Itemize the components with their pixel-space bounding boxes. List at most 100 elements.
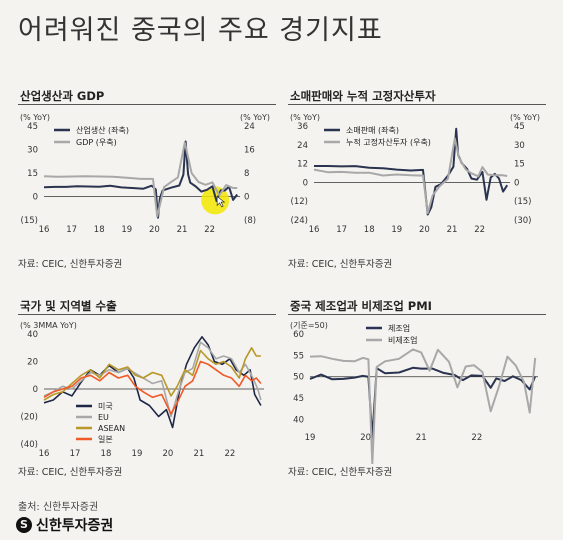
legend-label: 소매판매 (좌축): [346, 126, 399, 135]
y-tick-left: (12): [291, 197, 308, 207]
x-tick: 17: [336, 225, 347, 235]
legend-label: 산업생산 (좌축): [76, 125, 129, 135]
panel-title: 소매판매와 누적 고정자산투자: [288, 86, 546, 105]
y-tick-left: 45: [293, 394, 304, 404]
x-tick: 20: [149, 225, 160, 235]
legend-label: 일본: [98, 435, 113, 444]
panel-retail-fai: 소매판매와 누적 고정자산투자 (% YoY) (% YoY) 36 24 12 0 (12…: [288, 86, 546, 270]
y-axis-unit-left: (기준=50): [290, 321, 328, 330]
y-tick-left: 12: [297, 160, 308, 170]
mouse-cursor-icon: [216, 195, 226, 208]
y-tick-right: 8: [244, 169, 249, 179]
x-tick: 20: [163, 449, 174, 459]
chart-source: 자료: CEIC, 신한투자증권: [288, 467, 393, 478]
x-tick: 22: [471, 433, 482, 443]
y-tick-left: 40: [293, 415, 304, 425]
x-tick: 19: [305, 433, 316, 443]
y-tick-right: 45: [514, 122, 525, 132]
shinhan-s-logo-icon: S: [16, 517, 32, 533]
y-tick-right: 0: [244, 193, 249, 203]
panel-title: 중국 제조업과 비제조업 PMI: [288, 296, 546, 315]
series-line: [43, 141, 238, 218]
x-tick: 19: [391, 225, 402, 235]
y-tick-left: 24: [297, 141, 308, 151]
legend-label: 비제조업: [388, 336, 417, 345]
y-tick-left: 0: [33, 385, 38, 395]
page-title: 어려워진 중국의 주요 경기지표: [18, 15, 383, 46]
legend-label: GDP (우축): [76, 138, 117, 147]
x-tick: 21: [194, 449, 205, 459]
cursor-highlight: [201, 186, 230, 215]
series-line: [43, 360, 262, 415]
y-tick-right: (30): [514, 216, 531, 226]
x-tick: 18: [101, 449, 112, 459]
y-tick-right: 0: [514, 178, 519, 188]
y-tick-left: (20): [21, 413, 38, 423]
series-line: [309, 348, 537, 464]
x-tick: 18: [364, 225, 375, 235]
y-tick-right: (15): [514, 197, 531, 207]
brand-logo: S 신한투자증권: [16, 515, 113, 535]
x-tick: 20: [419, 225, 430, 235]
chart-retail-fai: (% YoY) (% YoY)3624120(12)(24)4530150(15)…: [290, 113, 540, 235]
x-tick: 20: [360, 433, 371, 443]
y-axis-unit-left: (% YoY): [290, 113, 320, 122]
legend-label: EU: [98, 413, 109, 422]
x-tick: 16: [39, 225, 50, 235]
y-tick-left: 20: [27, 358, 38, 368]
footer-source: 출처: 신한투자증권: [18, 502, 99, 513]
y-tick-left: 55: [293, 351, 304, 361]
y-tick-left: 0: [33, 193, 38, 203]
x-tick: 19: [121, 225, 132, 235]
panel-pmi: 중국 제조업과 비제조업 PMI (기준=50) 60 55 50 45 40 19 20 21…: [288, 296, 546, 478]
y-tick-right: 15: [514, 160, 525, 170]
legend-label: ASEAN: [98, 424, 125, 433]
x-tick: 22: [204, 225, 215, 235]
x-tick: 21: [416, 433, 427, 443]
y-tick-left: 45: [27, 122, 38, 132]
series-line: [43, 336, 262, 429]
y-axis-unit-left: (% YoY): [20, 113, 50, 122]
series-line: [43, 347, 261, 401]
series-line: [314, 127, 509, 216]
x-tick: 17: [70, 449, 81, 459]
chart-source: 자료: CEIC, 신한투자증권: [18, 259, 123, 270]
legend-label: 제조업: [388, 324, 410, 333]
series-line: [309, 366, 537, 439]
chart-source: 자료: CEIC, 신한투자증권: [18, 467, 123, 478]
y-tick-left: 36: [297, 122, 308, 132]
y-tick-left: 0: [303, 178, 308, 188]
x-tick: 22: [225, 449, 236, 459]
x-tick: 16: [39, 449, 50, 459]
series-line: [313, 137, 508, 215]
series-line: [43, 140, 238, 219]
y-tick-left: (40): [21, 440, 38, 450]
y-tick-left: (24): [291, 216, 308, 226]
legend-label: 누적 고정자산투자 (우축): [346, 137, 431, 147]
y-axis-unit-right: (% YoY): [510, 113, 540, 122]
y-tick-right: 24: [244, 122, 255, 132]
x-tick: 21: [177, 225, 188, 235]
x-tick: 22: [474, 225, 485, 235]
y-axis-unit-right: (% YoY): [240, 113, 270, 122]
y-tick-right: (8): [244, 216, 256, 226]
y-axis-unit-left: (% 3MMA YoY): [20, 321, 77, 330]
x-tick: 16: [309, 225, 320, 235]
panel-title: 국가 및 지역별 수출: [18, 296, 276, 315]
x-tick: 19: [132, 449, 143, 459]
y-tick-left: 30: [27, 146, 38, 156]
legend-label: 미국: [98, 402, 113, 411]
panel-exports: 국가 및 지역별 수출 (% 3MMA YoY) 40 20 0 (20) (40) 16 1…: [18, 296, 276, 478]
chart-source: 자료: CEIC, 신한투자증권: [288, 259, 393, 270]
y-tick-left: 60: [293, 330, 304, 340]
y-tick-left: 40: [27, 330, 38, 340]
x-tick: 21: [447, 225, 458, 235]
panel-title: 산업생산과 GDP: [18, 86, 276, 105]
y-tick-right: 16: [244, 146, 255, 156]
y-tick-left: 50: [293, 373, 304, 383]
panel-industrial-gdp: 산업생산과 GDP (% YoY) (% YoY) 45 30 15 0 (15) 24 16 8…: [18, 86, 276, 270]
y-tick-right: 30: [514, 141, 525, 151]
x-tick: 17: [66, 225, 77, 235]
